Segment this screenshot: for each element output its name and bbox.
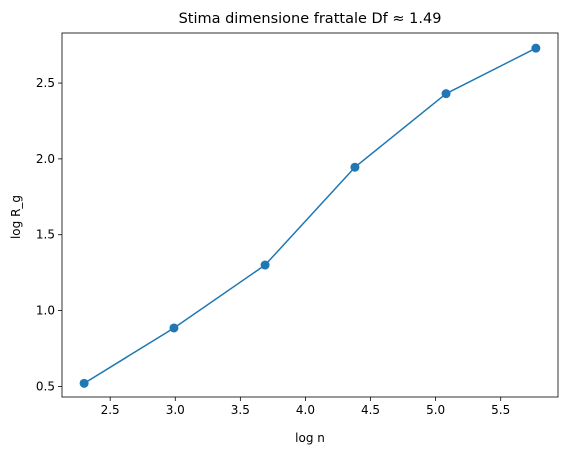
y-tick-label: 2.0 [36,152,55,166]
data-point [441,89,451,99]
data-point [169,323,179,333]
data-point [350,162,360,172]
chart-title: Stima dimensione frattale Df ≈ 1.49 [179,11,442,27]
plot-area [79,43,541,388]
y-tick-label: 1.0 [36,304,55,318]
y-tick-label: 2.5 [36,76,55,90]
y-tick-label: 0.5 [36,379,55,393]
series-line [83,47,537,384]
plot-frame [61,32,559,398]
x-tick-label: 5.5 [491,403,510,417]
x-tick-label: 2.5 [101,403,120,417]
x-axis-label: log n [295,431,325,445]
data-point [531,43,541,53]
x-tick-label: 4.0 [296,403,315,417]
data-point [79,378,89,388]
x-tick-label: 3.0 [166,403,185,417]
x-tick-label: 4.5 [361,403,380,417]
x-tick-label: 5.0 [426,403,445,417]
y-axis-label: log R_g [9,195,23,239]
y-tick-label: 1.5 [36,228,55,242]
x-tick-label: 3.5 [231,403,250,417]
data-point [260,260,270,270]
axes: 2.5 3.0 3.5 4.0 4.5 5.0 5.5 0.5 1.0 1.5 2.0 2.5 [36,32,559,417]
